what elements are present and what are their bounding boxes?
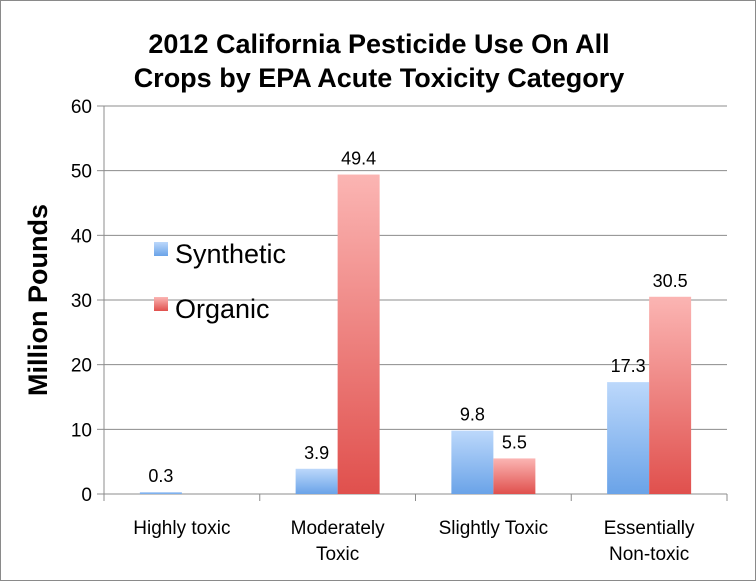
legend-swatch-synthetic bbox=[154, 242, 168, 256]
bars bbox=[139, 174, 692, 494]
bar-organic bbox=[493, 458, 536, 494]
x-category-label: Slightly Toxic bbox=[439, 518, 548, 539]
data-label: 49.4 bbox=[341, 149, 376, 169]
data-label: 0.3 bbox=[148, 466, 173, 486]
y-tick-label: 20 bbox=[71, 356, 92, 377]
data-label: 30.5 bbox=[653, 271, 688, 291]
y-tick-label: 0 bbox=[81, 485, 92, 506]
bar-synthetic bbox=[451, 430, 494, 494]
chart-title: 2012 California Pesticide Use On All Cro… bbox=[134, 29, 625, 93]
legend: Synthetic Organic bbox=[154, 239, 286, 324]
y-tick-label: 50 bbox=[71, 162, 92, 183]
x-category-label: Toxic bbox=[316, 544, 359, 565]
y-tick-label: 60 bbox=[71, 97, 92, 118]
y-axis-label: Million Pounds bbox=[23, 204, 53, 396]
bar-organic bbox=[337, 174, 380, 494]
x-category-label: Moderately bbox=[291, 518, 385, 539]
data-labels: 0.3 3.9 49.4 9.8 5.5 17.3 30.5 bbox=[148, 149, 687, 487]
x-axis-categories: Highly toxic Moderately Toxic Slightly Toxi… bbox=[133, 518, 695, 565]
data-label: 9.8 bbox=[460, 405, 485, 425]
y-tick-label: 30 bbox=[71, 291, 92, 312]
bar-synthetic bbox=[295, 468, 338, 494]
legend-label-synthetic: Synthetic bbox=[175, 239, 286, 269]
data-label: 5.5 bbox=[502, 432, 527, 452]
y-tick-label: 10 bbox=[71, 420, 92, 441]
chart-title-line-2: Crops by EPA Acute Toxicity Category bbox=[134, 63, 625, 93]
x-category-label: Essentially bbox=[604, 518, 695, 539]
bar-synthetic bbox=[139, 492, 182, 494]
axes: 0 10 20 30 40 50 60 bbox=[71, 97, 728, 506]
data-label: 17.3 bbox=[611, 356, 646, 376]
x-category-label: Non-toxic bbox=[609, 544, 689, 565]
y-tick-label: 40 bbox=[71, 226, 92, 247]
x-category-label: Highly toxic bbox=[133, 518, 230, 539]
data-label: 3.9 bbox=[304, 443, 329, 463]
legend-swatch-organic bbox=[154, 297, 168, 311]
legend-label-organic: Organic bbox=[175, 294, 270, 324]
bar-synthetic bbox=[607, 382, 650, 494]
bar-organic bbox=[649, 296, 692, 494]
chart-title-line-1: 2012 California Pesticide Use On All bbox=[148, 29, 609, 59]
